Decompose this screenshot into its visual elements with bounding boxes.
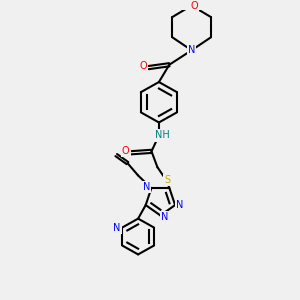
- Text: O: O: [122, 146, 129, 156]
- Text: N: N: [188, 45, 195, 55]
- Text: N: N: [176, 200, 184, 210]
- Text: N: N: [161, 212, 168, 222]
- Text: N: N: [113, 223, 121, 232]
- Text: O: O: [140, 61, 147, 71]
- Text: S: S: [164, 175, 170, 185]
- Text: O: O: [191, 1, 198, 10]
- Text: NH: NH: [154, 130, 169, 140]
- Text: N: N: [143, 182, 150, 192]
